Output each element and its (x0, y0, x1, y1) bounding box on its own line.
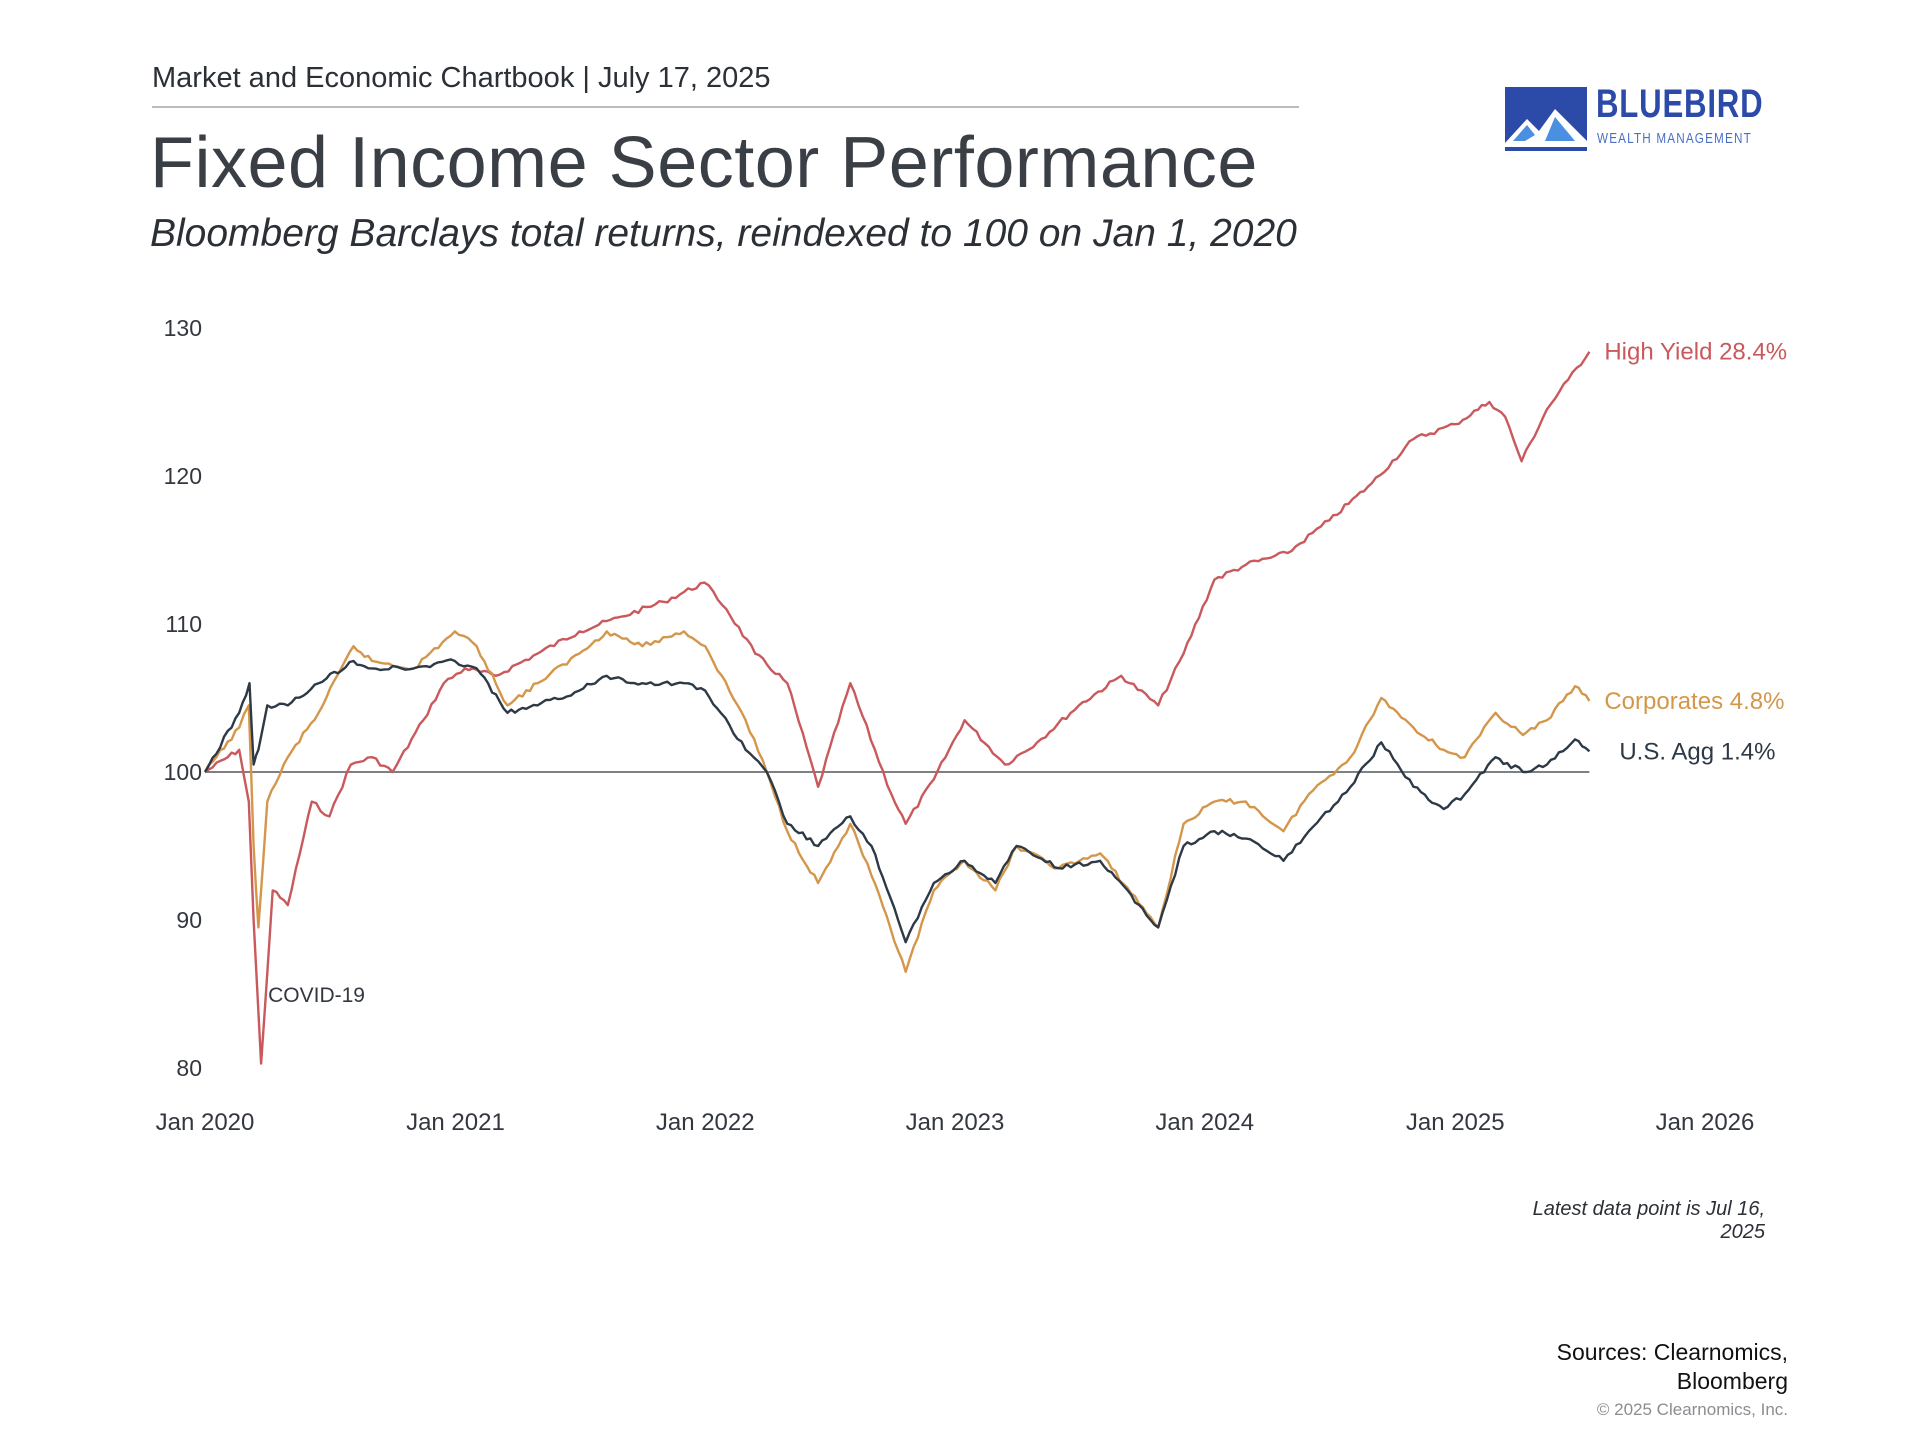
x-tick-label: Jan 2024 (1155, 1109, 1254, 1136)
latest-data-note: Latest data point is Jul 16, 2025 (1532, 1198, 1765, 1243)
x-tick-label: Jan 2026 (1656, 1109, 1755, 1136)
y-tick-label: 100 (164, 759, 202, 785)
y-tick-label: 80 (176, 1055, 202, 1081)
x-tick-label: Jan 2021 (406, 1109, 505, 1136)
series-line-high-yield (204, 351, 1591, 1065)
bluebird-logo-icon (1505, 87, 1587, 151)
series-line-u-s-agg (203, 658, 1591, 944)
logo-tagline: WEALTH MANAGEMENT (1597, 130, 1752, 147)
x-tick-label: Jan 2023 (906, 1109, 1005, 1136)
y-tick-label: 130 (164, 315, 202, 341)
x-axis: Jan 2020 Jan 2021 Jan 2022 Jan 2023 Jan 2024… (156, 1109, 1755, 1136)
chartbook-header: Market and Economic Chartbook | July 17,… (152, 62, 771, 94)
y-tick-label: 90 (176, 907, 202, 933)
series-label: Corporates 4.8% (1604, 688, 1784, 715)
y-axis: 80 90 100 110 120 130 (164, 315, 202, 1081)
sources-line-2: Bloomberg (1676, 1368, 1788, 1394)
x-tick-label: Jan 2022 (656, 1109, 755, 1136)
header-divider (152, 106, 1299, 108)
x-tick-label: Jan 2020 (156, 1109, 255, 1136)
annotation-label: COVID-19 (268, 984, 365, 1007)
y-tick-label: 120 (164, 463, 202, 489)
series-labels: High Yield 28.4% Corporates 4.8% U.S. Agg … (1604, 339, 1787, 766)
x-tick-label: Jan 2025 (1406, 1109, 1505, 1136)
copyright: © 2025 Clearnomics, Inc. (1596, 1400, 1788, 1419)
y-tick-label: 110 (165, 611, 202, 637)
logo-name: BLUEBIRD (1596, 82, 1764, 126)
annotations: COVID-19 (268, 984, 365, 1007)
page-subtitle: Bloomberg Barclays total returns, reinde… (150, 212, 1297, 255)
series-label: High Yield 28.4% (1604, 339, 1787, 366)
series-line-corporates (203, 630, 1591, 973)
sources: Sources: Clearnomics, Bloomberg (1480, 1338, 1788, 1396)
sources-line-1: Sources: Clearnomics, (1556, 1339, 1788, 1365)
page-title: Fixed Income Sector Performance (150, 123, 1258, 203)
series-label: U.S. Agg 1.4% (1619, 738, 1775, 765)
series-lines (203, 351, 1591, 1065)
